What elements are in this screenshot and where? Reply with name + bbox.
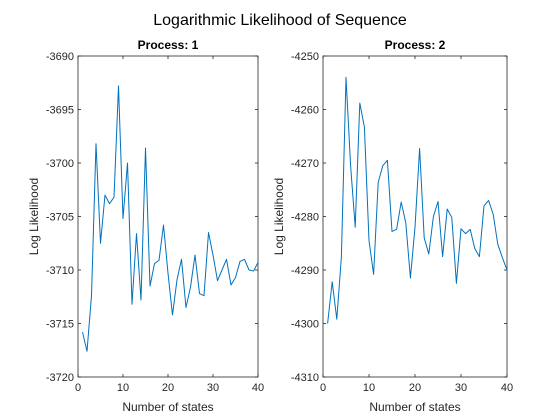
x-tick-label-2-2: 20 xyxy=(409,382,421,394)
subplot-process-2: Process: 2 Number of states Log Likeliho… xyxy=(272,38,513,414)
y-tick-label-2-5: -4260 xyxy=(291,105,319,117)
y-tick-label-1-6: -3690 xyxy=(46,51,74,63)
subplot-title-2: Process: 2 xyxy=(385,38,446,52)
x-axis-label-1: Number of states xyxy=(122,400,213,414)
y-axis-label-2: Log Likelihood xyxy=(272,178,286,255)
plot-area-2 xyxy=(322,55,508,378)
x-tick-label-1-3: 30 xyxy=(207,382,219,394)
figure-title: Logarithmic Likelihood of Sequence xyxy=(153,12,407,29)
series-line-2 xyxy=(327,76,508,324)
y-tick-label-2-1: -4300 xyxy=(291,319,319,331)
x-tick-label-1-4: 40 xyxy=(252,382,264,394)
x-axis-label-2: Number of states xyxy=(369,400,460,414)
x-tick-label-1-2: 20 xyxy=(162,382,174,394)
y-tick-label-1-0: -3720 xyxy=(46,372,74,384)
y-tick-label-1-3: -3705 xyxy=(46,212,74,224)
subplot-title-1: Process: 1 xyxy=(138,38,199,52)
x-tick-label-2-3: 30 xyxy=(455,382,467,394)
y-tick-label-1-2: -3710 xyxy=(46,265,74,277)
plot-area-1 xyxy=(77,55,259,378)
x-tick-label-2-1: 10 xyxy=(363,382,375,394)
x-tick-label-2-4: 40 xyxy=(501,382,513,394)
y-tick-label-1-1: -3715 xyxy=(46,319,74,331)
series-line-1 xyxy=(82,85,259,352)
y-tick-label-2-4: -4270 xyxy=(291,158,319,170)
subplot-process-1: Process: 1 Number of states Log Likeliho… xyxy=(27,38,264,414)
y-tick-label-2-6: -4250 xyxy=(291,51,319,63)
y-tick-label-2-0: -4310 xyxy=(291,372,319,384)
x-tick-label-2-0: 0 xyxy=(320,382,326,394)
x-tick-label-1-0: 0 xyxy=(75,382,81,394)
y-tick-label-2-3: -4280 xyxy=(291,212,319,224)
y-tick-label-2-2: -4290 xyxy=(291,265,319,277)
y-tick-label-1-5: -3695 xyxy=(46,105,74,117)
y-axis-label-1: Log Likelihood xyxy=(27,178,41,255)
x-tick-label-1-1: 10 xyxy=(117,382,129,394)
y-tick-label-1-4: -3700 xyxy=(46,158,74,170)
